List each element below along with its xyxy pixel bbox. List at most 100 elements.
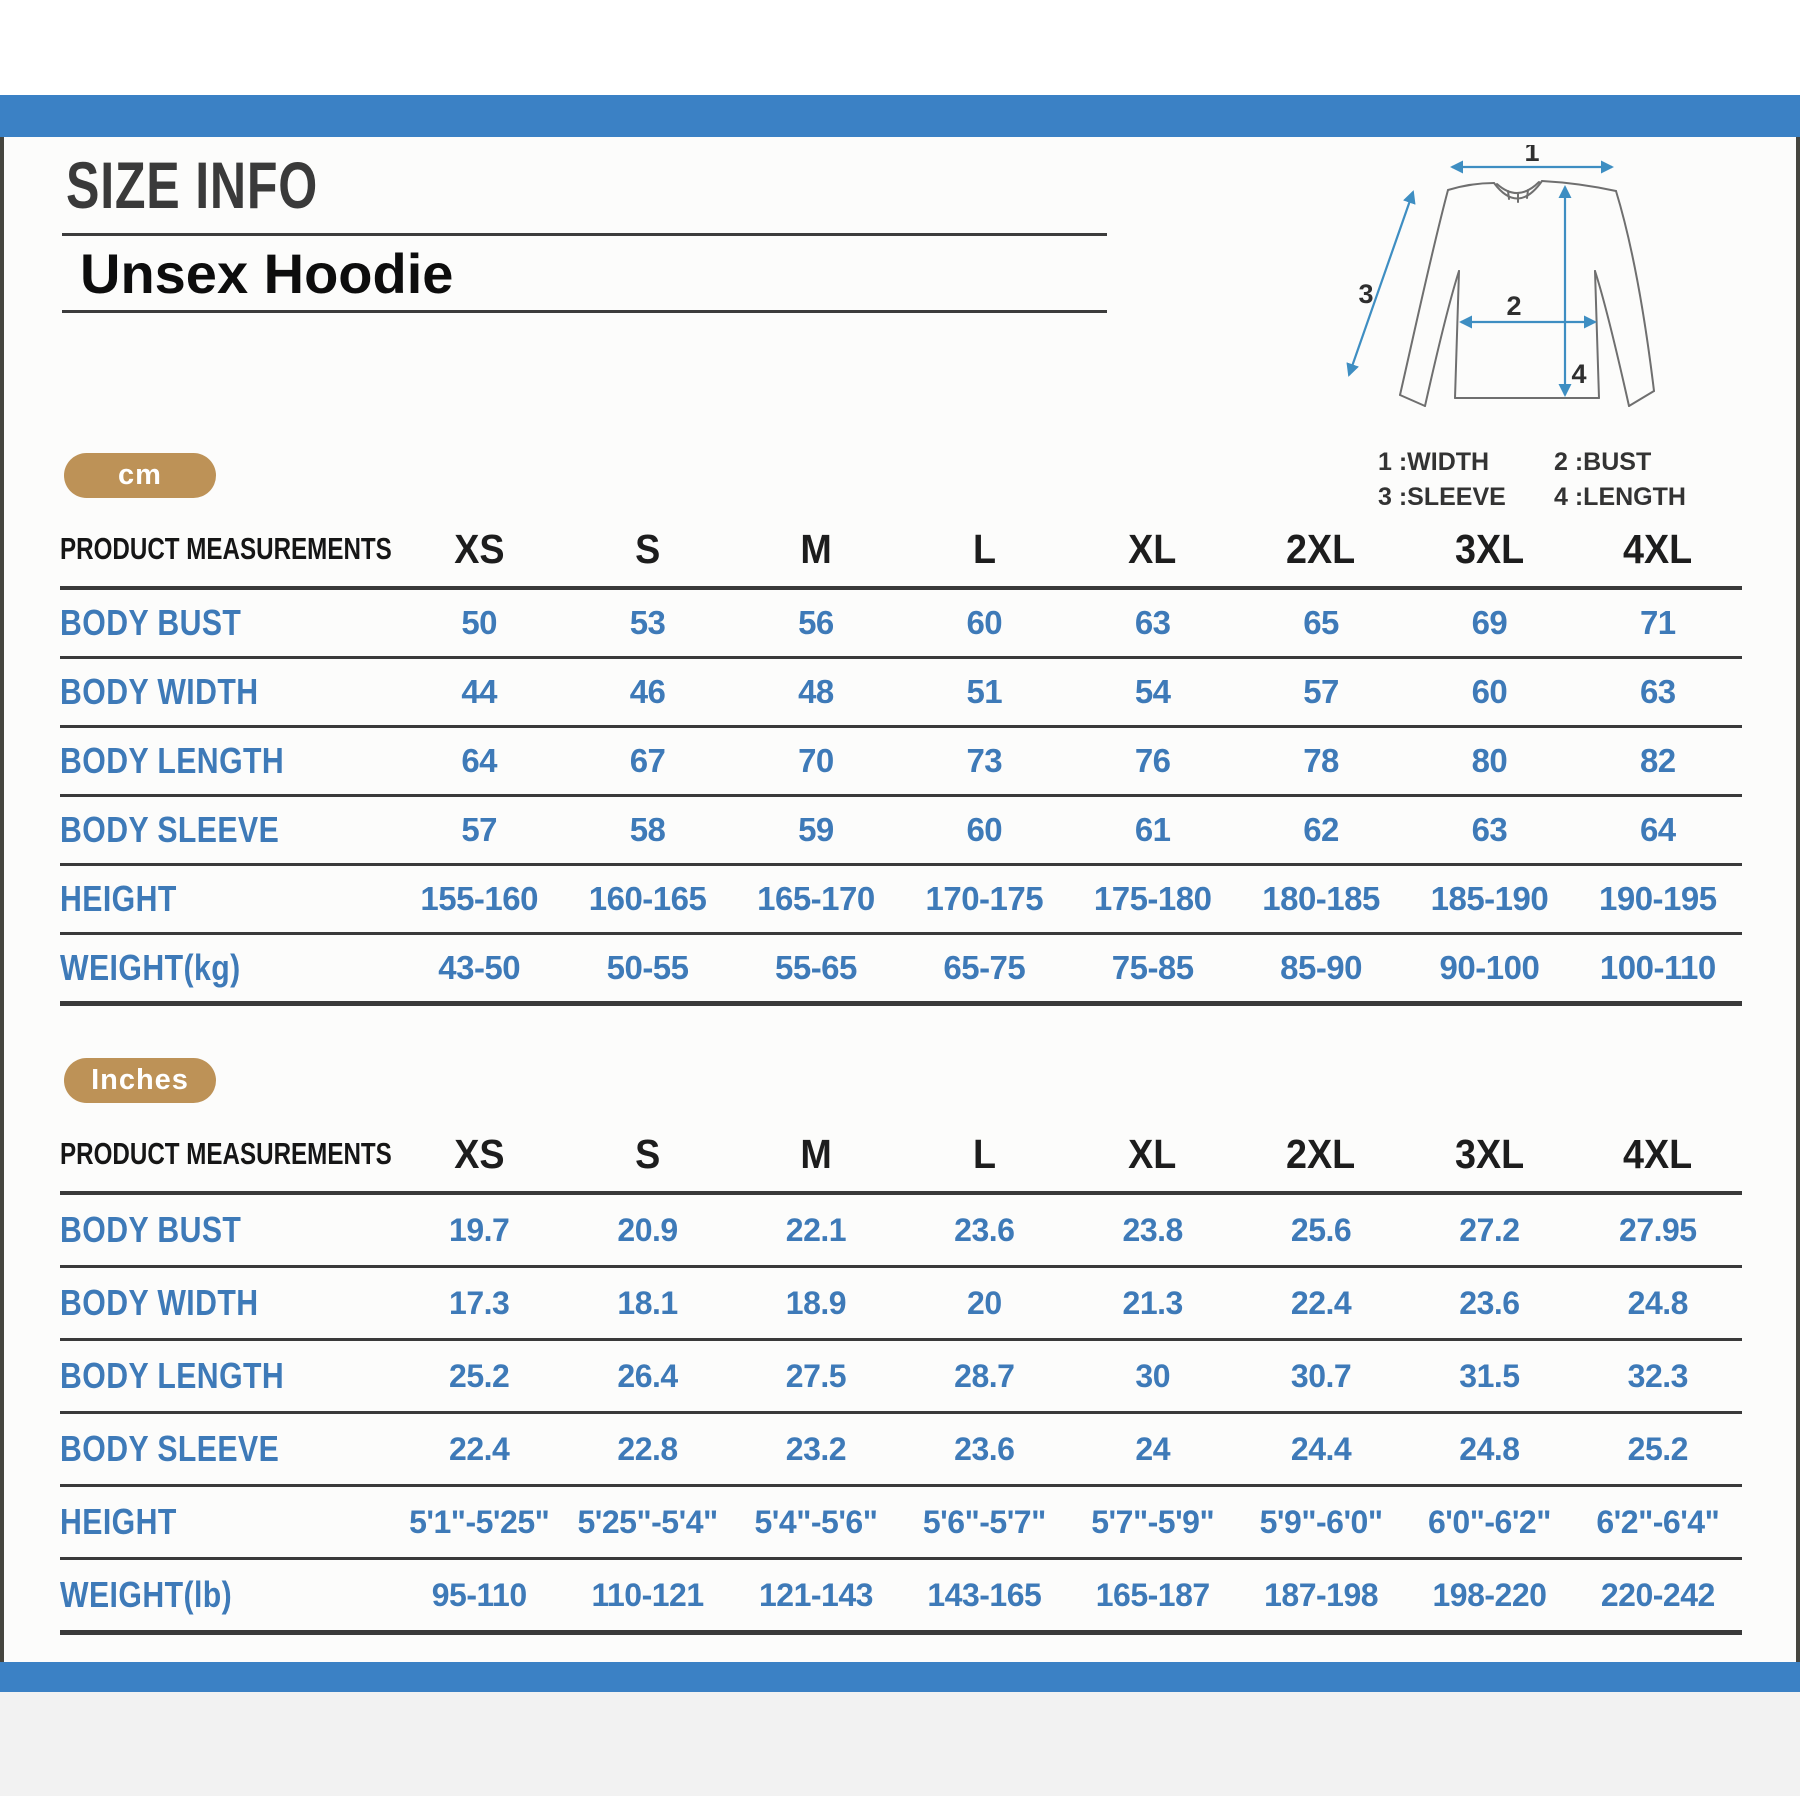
size-value: 50 <box>461 604 498 641</box>
size-value-cell: 24.8 <box>1405 1412 1574 1487</box>
size-column-header-text: 3XL <box>1454 525 1525 572</box>
size-value: 160-165 <box>588 880 707 917</box>
size-value: 27.95 <box>1619 1211 1697 1248</box>
row-label-cell: BODY LENGTH <box>60 726 395 797</box>
size-value-cell: 44 <box>395 657 564 728</box>
size-value-cell: 69 <box>1405 588 1574 659</box>
measurements-header-text: PRODUCT MEASUREMENTS <box>60 531 392 566</box>
size-value-cell: 22.4 <box>395 1412 564 1487</box>
legend-item-sleeve: 3 :SLEEVE <box>1378 483 1506 511</box>
size-column-header: 4XL <box>1573 1117 1742 1195</box>
size-value-cell: 6'2"-6'4" <box>1573 1485 1742 1560</box>
size-value: 62 <box>1303 811 1339 848</box>
size-value-cell: 27.5 <box>731 1339 901 1414</box>
size-value: 28.7 <box>954 1357 1015 1394</box>
size-table-inches-body: BODY BUST 19.7 20.9 22.1 23.6 23.8 25.6 27.2 27.… <box>60 1193 1742 1635</box>
size-value: 23.2 <box>785 1430 847 1467</box>
page-title-text: SIZE INFO <box>66 148 319 222</box>
page-title: SIZE INFO <box>66 151 1740 219</box>
size-column-header-text: 2XL <box>1286 1130 1356 1177</box>
size-value: 53 <box>629 604 666 641</box>
inches-section: Inches PRODUCT MEASUREMENTS XS S M L XL 2XL 3XL… <box>60 1058 1742 1635</box>
size-value-cell: 54 <box>1068 657 1237 728</box>
measurements-header: PRODUCT MEASUREMENTS <box>60 512 395 590</box>
size-column-header: S <box>563 512 732 590</box>
size-value: 30 <box>1135 1357 1170 1394</box>
size-value-cell: 50-55 <box>563 933 732 1006</box>
size-value-cell: 43-50 <box>395 933 564 1006</box>
row-label-cell: BODY SLEEVE <box>60 795 395 866</box>
table-row: BODY SLEEVE 22.4 22.8 23.2 23.6 24 24.4 24.8 25.… <box>60 1412 1742 1487</box>
size-value: 24.4 <box>1290 1430 1352 1467</box>
size-value: 23.6 <box>954 1211 1015 1248</box>
size-value: 58 <box>629 811 666 848</box>
size-value-cell: 25.6 <box>1236 1193 1406 1268</box>
size-value-cell: 26.4 <box>563 1339 732 1414</box>
size-value-cell: 20.9 <box>563 1193 732 1268</box>
size-table-inches-head: PRODUCT MEASUREMENTS XS S M L XL 2XL 3XL 4XL <box>60 1117 1742 1195</box>
table-row: BODY LENGTH 64 67 70 73 76 78 80 82 <box>60 726 1742 797</box>
size-value-cell: 46 <box>563 657 732 728</box>
header-row: PRODUCT MEASUREMENTS XS S M L XL 2XL 3XL 4XL <box>60 512 1742 590</box>
size-value-cell: 28.7 <box>900 1339 1069 1414</box>
size-value: 55-65 <box>774 949 857 986</box>
size-column-header: 2XL <box>1236 512 1406 590</box>
size-column-header-text: S <box>634 525 661 572</box>
sleeve-arrow <box>1346 190 1416 377</box>
size-value: 175-180 <box>1093 880 1212 917</box>
product-name: Unsex Hoodie <box>80 242 454 305</box>
measurements-header: PRODUCT MEASUREMENTS <box>60 1117 395 1195</box>
size-value: 85-90 <box>1280 949 1363 986</box>
size-column-header: 4XL <box>1573 512 1742 590</box>
size-value: 57 <box>461 811 498 848</box>
size-column-header: M <box>731 1117 901 1195</box>
size-value: 18.1 <box>617 1284 678 1321</box>
size-value: 22.4 <box>449 1430 510 1467</box>
size-value-cell: 20 <box>900 1266 1069 1341</box>
size-value-cell: 62 <box>1236 795 1406 866</box>
size-value-cell: 190-195 <box>1573 864 1742 935</box>
row-label-cell: BODY LENGTH <box>60 1339 395 1414</box>
table-row: BODY BUST 50 53 56 60 63 65 69 71 <box>60 588 1742 659</box>
size-value: 63 <box>1134 604 1171 641</box>
size-value-cell: 5'6"-5'7" <box>900 1485 1069 1560</box>
size-value-cell: 143-165 <box>900 1558 1069 1635</box>
row-label-cell: BODY WIDTH <box>60 1266 395 1341</box>
size-value-cell: 64 <box>1573 795 1742 866</box>
size-value: 60 <box>1471 673 1508 710</box>
size-column-header: M <box>731 512 901 590</box>
size-value: 24 <box>1135 1430 1170 1467</box>
size-value: 70 <box>798 742 834 779</box>
size-value: 61 <box>1134 811 1171 848</box>
size-value-cell: 58 <box>563 795 732 866</box>
size-value: 69 <box>1471 604 1508 641</box>
size-value-cell: 63 <box>1405 795 1574 866</box>
size-value-cell: 63 <box>1068 588 1237 659</box>
size-value: 44 <box>461 673 498 710</box>
size-value: 19.7 <box>449 1211 510 1248</box>
row-label: BODY BUST <box>60 1209 242 1250</box>
hoodie-outline-icon: 1 2 3 4 <box>1346 137 1655 407</box>
size-value-cell: 24 <box>1068 1412 1237 1487</box>
size-column-header: L <box>900 1117 1069 1195</box>
row-label: BODY SLEEVE <box>60 1428 280 1469</box>
diagram-legend: 1 :WIDTH 2 :BUST 3 :SLEEVE 4 :LENGTH <box>1378 448 1686 512</box>
size-column-header-text: 4XL <box>1623 1130 1693 1177</box>
row-label-cell: HEIGHT <box>60 864 395 935</box>
size-value-cell: 6'0"-6'2" <box>1405 1485 1574 1560</box>
legend-item-bust: 2 :BUST <box>1554 448 1652 476</box>
size-value-cell: 32.3 <box>1573 1339 1742 1414</box>
size-value: 165-187 <box>1095 1576 1210 1613</box>
size-value-cell: 180-185 <box>1236 864 1406 935</box>
row-label: BODY SLEEVE <box>60 809 280 850</box>
size-value-cell: 155-160 <box>395 864 564 935</box>
shirt-outline <box>1399 180 1655 407</box>
size-value: 6'2"-6'4" <box>1596 1503 1720 1540</box>
size-value: 17.3 <box>449 1284 510 1321</box>
size-value-cell: 5'1"-5'25" <box>395 1485 564 1560</box>
size-value: 73 <box>966 742 1003 779</box>
size-value-cell: 23.6 <box>900 1412 1069 1487</box>
size-value-cell: 198-220 <box>1405 1558 1574 1635</box>
size-column-header-text: 2XL <box>1286 525 1356 572</box>
size-column-header-text: XL <box>1128 525 1177 572</box>
